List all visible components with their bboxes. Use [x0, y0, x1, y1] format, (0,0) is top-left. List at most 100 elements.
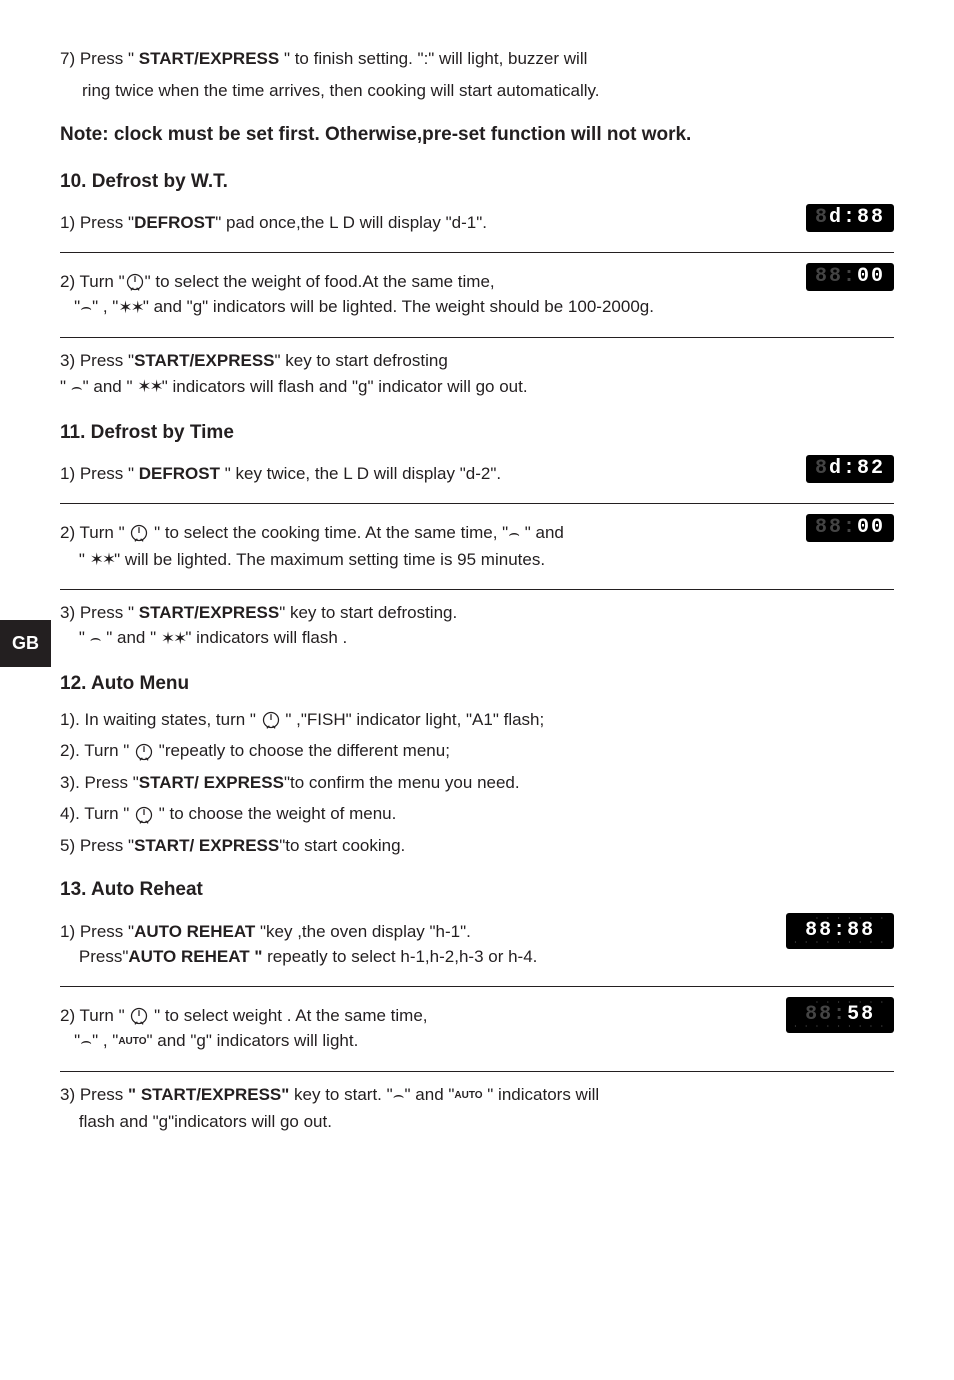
- divider: [60, 503, 894, 504]
- section-11-title: 11. Defrost by Time: [60, 419, 894, 448]
- text: " key to start defrosting: [275, 351, 448, 370]
- divider: [60, 252, 894, 253]
- s13-step2: 2) Turn " " to select weight . At the sa…: [60, 1003, 774, 1056]
- knob-icon: [134, 805, 154, 825]
- text: flash and "g"indicators will go out.: [79, 1112, 332, 1131]
- s12-step3: 3). Press "START/ EXPRESS"to confirm the…: [60, 770, 894, 796]
- s11-step1-row: 1) Press " DEFROST " key twice, the L D …: [60, 455, 894, 493]
- text: 1) Press ": [60, 464, 139, 483]
- text: " indicators will flash .: [185, 628, 347, 647]
- text: " indicators will: [483, 1085, 600, 1104]
- text: repeatly to select h-1,h-2,h-3 or h-4.: [262, 947, 537, 966]
- s12-step4: 4). Turn " " to choose the weight of men…: [60, 801, 894, 827]
- lcd-display: 88:00: [806, 514, 894, 542]
- knob-icon: [261, 710, 281, 730]
- text: ring twice when the time arrives, then c…: [82, 81, 599, 100]
- lcd-dim: 88:: [815, 265, 857, 288]
- knob-icon: [134, 742, 154, 762]
- lcd-lit: 58: [847, 1003, 875, 1026]
- section-13-title: 13. Auto Reheat: [60, 876, 894, 905]
- text: " , ": [92, 297, 118, 316]
- star-icon: ✶✶: [161, 626, 186, 652]
- lcd-dim: 8: [815, 457, 829, 480]
- text: " will be lighted. The maximum setting t…: [114, 550, 545, 569]
- language-tab: GB: [0, 620, 51, 667]
- text: 3) Press ": [60, 351, 134, 370]
- text: 7) Press ": [60, 49, 139, 68]
- lcd-dim: 88:: [805, 1003, 847, 1026]
- text: " and: [520, 523, 564, 542]
- lcd-indicators: • • • • • • • • •: [794, 941, 886, 945]
- s10-step1: 1) Press "DEFROST" pad once,the L D will…: [60, 210, 794, 236]
- wave-icon: ⌢: [71, 374, 83, 401]
- text: " to finish setting. ":" will light, buz…: [279, 49, 587, 68]
- text: key to start. ": [289, 1085, 392, 1104]
- divider: [60, 1071, 894, 1072]
- lcd-dim: 88:: [815, 516, 857, 539]
- auto-icon: AUTO: [454, 1090, 482, 1101]
- lcd-display: • • • • • • • 88:88 • • • • • • • • •: [786, 913, 894, 949]
- star-icon: ✶✶: [137, 374, 162, 400]
- text: "key ,the oven display "h-1".: [260, 922, 471, 941]
- language-tab-label: GB: [12, 633, 39, 653]
- s13-step2-row: 2) Turn " " to select weight . At the sa…: [60, 997, 894, 1062]
- knob-icon: [125, 272, 145, 292]
- knob-icon: [129, 1006, 149, 1026]
- text-bold: DEFROST: [139, 464, 220, 483]
- text: " and "g" indicators will be lighted. Th…: [143, 297, 654, 316]
- text: " and ": [102, 628, 161, 647]
- text-bold: START/ EXPRESS: [134, 836, 279, 855]
- text: 1) Press ": [60, 213, 134, 232]
- lcd-lit: d:82: [829, 457, 885, 480]
- s13-step1: 1) Press "AUTO REHEAT "key ,the oven dis…: [60, 919, 774, 970]
- text: " key to start defrosting.: [279, 603, 457, 622]
- divider: [60, 986, 894, 987]
- lcd-lit: 88:88: [805, 919, 875, 942]
- text: " to select the cooking time. At the sam…: [149, 523, 508, 542]
- divider: [60, 589, 894, 590]
- text: 3) Press ": [60, 603, 139, 622]
- text: " and ": [83, 377, 138, 396]
- s10-step2: 2) Turn "" to select the weight of food.…: [60, 269, 794, 322]
- text: "repeatly to choose the different menu;: [154, 741, 450, 760]
- wave-icon: ⌢: [90, 625, 102, 652]
- text: " ,"FISH" indicator light, "A1" flash;: [281, 710, 545, 729]
- s10-step2-row: 2) Turn "" to select the weight of food.…: [60, 263, 894, 328]
- lcd-lit: 00: [857, 265, 885, 288]
- text: 1). In waiting states, turn ": [60, 710, 261, 729]
- s11-step2-row: 2) Turn " " to select the cooking time. …: [60, 514, 894, 579]
- s11-step2: 2) Turn " " to select the cooking time. …: [60, 520, 794, 573]
- lcd-lit: 00: [857, 516, 885, 539]
- wave-icon: ⌢: [393, 1082, 405, 1109]
- section-10-title: 10. Defrost by W.T.: [60, 168, 894, 197]
- lcd-dim: 8: [815, 206, 829, 229]
- star-icon: ✶✶: [118, 295, 143, 321]
- wave-icon: ⌢: [80, 1028, 92, 1055]
- text-bold: START/EXPRESS: [139, 603, 279, 622]
- wave-icon: ⌢: [80, 294, 92, 321]
- text: 3). Press ": [60, 773, 139, 792]
- text: 2) Turn ": [60, 272, 125, 291]
- s12-step2: 2). Turn " "repeatly to choose the diffe…: [60, 738, 894, 764]
- text: 2). Turn ": [60, 741, 134, 760]
- step-7: 7) Press " START/EXPRESS " to finish set…: [60, 46, 894, 72]
- text: 4). Turn ": [60, 804, 134, 823]
- text: " key twice, the L D will display "d-2".: [220, 464, 501, 483]
- text: " and ": [405, 1085, 455, 1104]
- text-bold: AUTO REHEAT ": [128, 947, 262, 966]
- s11-step3: 3) Press " START/EXPRESS" key to start d…: [60, 600, 894, 653]
- text-bold: START/EXPRESS: [134, 351, 274, 370]
- section-12-title: 12. Auto Menu: [60, 670, 894, 699]
- text-bold: START/ EXPRESS: [139, 773, 284, 792]
- text: 2) Turn ": [60, 1006, 129, 1025]
- s10-step3: 3) Press "START/EXPRESS" key to start de…: [60, 348, 894, 401]
- lcd-display: • • • • • • • 88:58 • • • • • • • • •: [786, 997, 894, 1033]
- step-7-cont: ring twice when the time arrives, then c…: [82, 78, 894, 104]
- text-bold: " START/EXPRESS": [128, 1085, 289, 1104]
- divider: [60, 337, 894, 338]
- text: " to select weight . At the same time,: [149, 1006, 427, 1025]
- note-heading: Note: clock must be set first. Otherwise…: [60, 121, 894, 150]
- lcd-indicators: • • • • • • • • •: [794, 1025, 886, 1029]
- text: " to choose the weight of menu.: [154, 804, 396, 823]
- text: " pad once,the L D will display "d-1".: [215, 213, 487, 232]
